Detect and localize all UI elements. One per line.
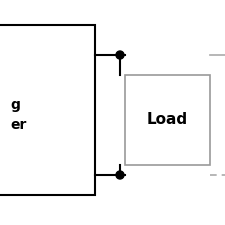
Text: Load: Load (146, 112, 188, 128)
Circle shape (116, 51, 124, 59)
Bar (0, 25, 95, 195)
Text: er: er (10, 118, 26, 132)
Circle shape (116, 171, 124, 179)
Bar (125, 75, 210, 165)
Text: g: g (10, 98, 20, 112)
